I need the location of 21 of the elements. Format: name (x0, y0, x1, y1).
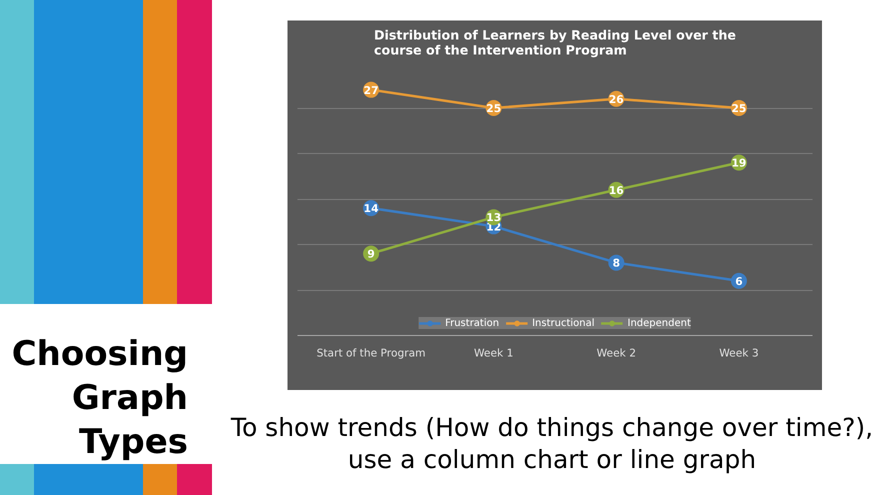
data-label: 16 (608, 184, 624, 197)
data-label: 14 (364, 202, 378, 216)
chart-title: Distribution of Learners by Reading Level over the course of the Intervention Program (374, 28, 736, 58)
data-label: 6 (735, 274, 743, 288)
data-label: 25 (732, 102, 746, 115)
x-tick-label: Start of the Program (316, 346, 426, 360)
legend-label: Frustration (445, 317, 500, 329)
data-label: 26 (608, 92, 624, 106)
data-label: 19 (732, 156, 746, 170)
x-tick-label: Week 2 (596, 346, 636, 360)
data-label: 9 (367, 248, 375, 261)
data-label: 25 (486, 102, 502, 115)
data-label: 27 (364, 84, 378, 97)
legend-label: Instructional (532, 317, 595, 329)
text: Choosing Graph Types (10, 333, 189, 464)
data-label: 8 (612, 256, 620, 270)
legend-label: Independent (628, 317, 691, 329)
data-label: 13 (486, 211, 502, 224)
x-tick-label: Week 1 (474, 346, 514, 360)
text: To show trends (How do things change over time?), use a column chart or line graph (230, 412, 874, 476)
x-tick-label: Week 3 (719, 346, 759, 360)
